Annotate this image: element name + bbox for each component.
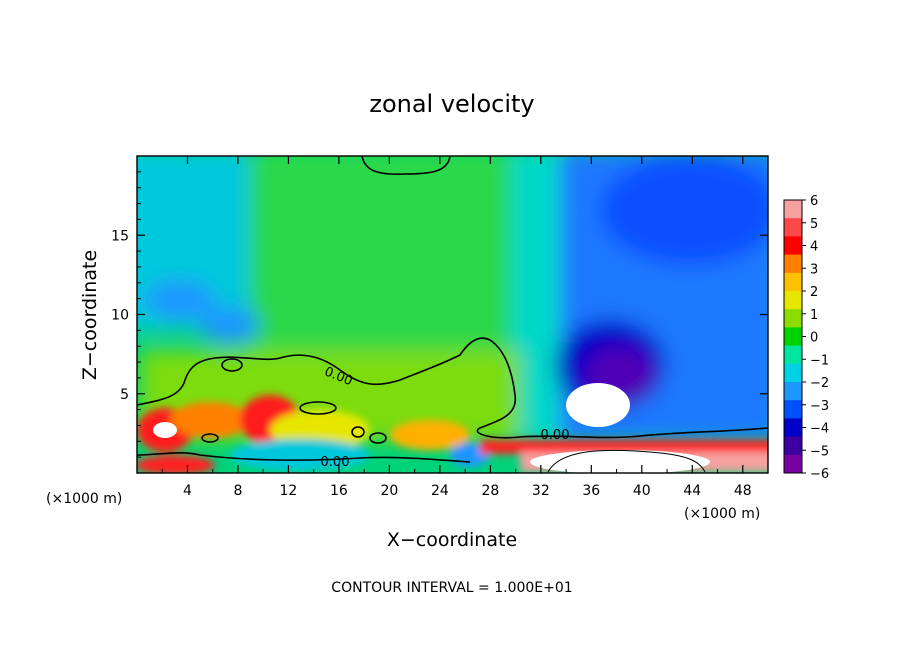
x-tick-label: 28 xyxy=(481,483,499,499)
field-upper-right-blue xyxy=(600,156,768,265)
contour-label-2: 0.00 xyxy=(541,428,570,443)
colorbar-swatch xyxy=(784,272,802,292)
colorbar-swatch xyxy=(784,200,802,219)
y-tick-label: 10 xyxy=(111,308,129,324)
contour-top xyxy=(361,156,451,175)
contour-loop-1 xyxy=(221,358,243,372)
colorbar-label: 6 xyxy=(810,194,818,209)
x-axis-label: X−coordinate xyxy=(387,529,517,551)
x-tick-label: 8 xyxy=(233,483,242,499)
x-tick-label: 12 xyxy=(280,483,298,499)
field-cyan-bottom xyxy=(230,439,370,471)
colorbar-swatch xyxy=(784,236,802,256)
x-tick-label: 4 xyxy=(183,483,192,499)
colorbar-swatch xyxy=(784,400,802,419)
colorbar-label: −2 xyxy=(810,376,829,391)
y-axis-ticks: 5 10 15 xyxy=(111,171,768,458)
colorbar-label: −1 xyxy=(810,353,829,368)
colorbar-swatch xyxy=(784,418,802,438)
colorbar-swatch xyxy=(784,436,802,456)
contour-main xyxy=(137,337,768,439)
field-white-band-lower xyxy=(530,450,710,473)
contour-white-region xyxy=(547,449,706,473)
colorbar-swatch xyxy=(784,291,802,310)
contour-interval-note: CONTOUR INTERVAL = 1.000E+01 xyxy=(331,580,572,596)
colorbar-swatch xyxy=(784,363,802,383)
colorbar-label: −6 xyxy=(810,467,829,482)
x-axis-ticks: 4 8 12 16 20 24 28 32 36 40 44 48 xyxy=(161,156,752,499)
colorbar-swatch xyxy=(784,454,802,474)
colorbar-label: −3 xyxy=(810,399,829,414)
y-tick-label: 15 xyxy=(111,228,129,244)
colorbar-label: 2 xyxy=(810,285,818,300)
x-tick-label: 36 xyxy=(582,483,600,499)
colorbar-swatch xyxy=(784,218,802,237)
colorbar-label: −4 xyxy=(810,422,829,437)
contour-low xyxy=(137,451,471,463)
x-tick-label: 44 xyxy=(683,483,701,499)
field-orange-left xyxy=(170,402,250,438)
x-tick-label: 40 xyxy=(633,483,651,499)
x-tick-label: 48 xyxy=(734,483,752,499)
colorbar-label: 1 xyxy=(810,308,818,323)
contour-loop-2 xyxy=(299,401,337,415)
contour-loop-4 xyxy=(369,432,387,444)
colorbar-swatch xyxy=(784,382,802,401)
x-tick-label: 20 xyxy=(380,483,398,499)
velocity-field xyxy=(137,156,768,473)
contour-label-3: 0.00 xyxy=(321,455,350,470)
field-blue-patch-left xyxy=(145,280,215,320)
contour-loop-3 xyxy=(351,426,365,438)
x-tick-label: 24 xyxy=(431,483,449,499)
colorbar-label: −5 xyxy=(810,444,829,459)
colorbar-label: 0 xyxy=(810,331,818,346)
colorbar-swatch xyxy=(784,254,802,274)
colorbar-swatch xyxy=(784,345,802,365)
colorbar-label: 5 xyxy=(810,217,818,232)
field-orange-mid xyxy=(390,420,470,450)
colorbar-label: 3 xyxy=(810,262,818,277)
field-upper-middle-green xyxy=(250,156,540,360)
zero-contours xyxy=(137,156,768,473)
field-white-patch-left xyxy=(153,422,177,438)
x-tick-label: 16 xyxy=(330,483,348,499)
chart-title: zonal velocity xyxy=(369,90,534,118)
field-blue-patch-mid xyxy=(200,307,260,343)
x-tick-label: 32 xyxy=(532,483,550,499)
colorbar: 6 5 4 3 2 1 0 −1 −2 −3 −4 −5 −6 xyxy=(783,194,829,482)
x-unit-right: (×1000 m) xyxy=(684,506,760,522)
colorbar-swatch xyxy=(784,309,802,328)
y-tick-label: 5 xyxy=(120,387,129,403)
contour-loop-5 xyxy=(201,433,219,443)
field-white-core-upper xyxy=(566,383,630,427)
y-axis-label: Z−coordinate xyxy=(79,250,101,380)
x-unit-left: (×1000 m) xyxy=(46,491,122,507)
colorbar-swatch xyxy=(784,327,802,347)
field-red-band xyxy=(480,440,768,454)
colorbar-label: 4 xyxy=(810,240,818,255)
field-red-bottom-left xyxy=(137,455,215,473)
